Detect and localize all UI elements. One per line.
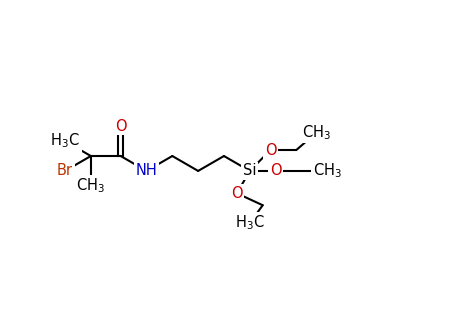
Text: O: O: [230, 186, 242, 201]
Text: H$_3$C: H$_3$C: [235, 214, 264, 233]
Text: O: O: [269, 163, 281, 178]
Text: O: O: [115, 119, 126, 134]
Text: H$_3$C: H$_3$C: [50, 132, 80, 151]
Text: CH$_3$: CH$_3$: [312, 162, 341, 180]
Text: NH: NH: [135, 163, 157, 178]
Text: CH$_3$: CH$_3$: [302, 123, 330, 142]
Text: Si: Si: [242, 163, 256, 178]
Text: CH$_3$: CH$_3$: [76, 176, 105, 195]
Text: Br: Br: [57, 163, 73, 178]
Text: O: O: [264, 143, 276, 158]
